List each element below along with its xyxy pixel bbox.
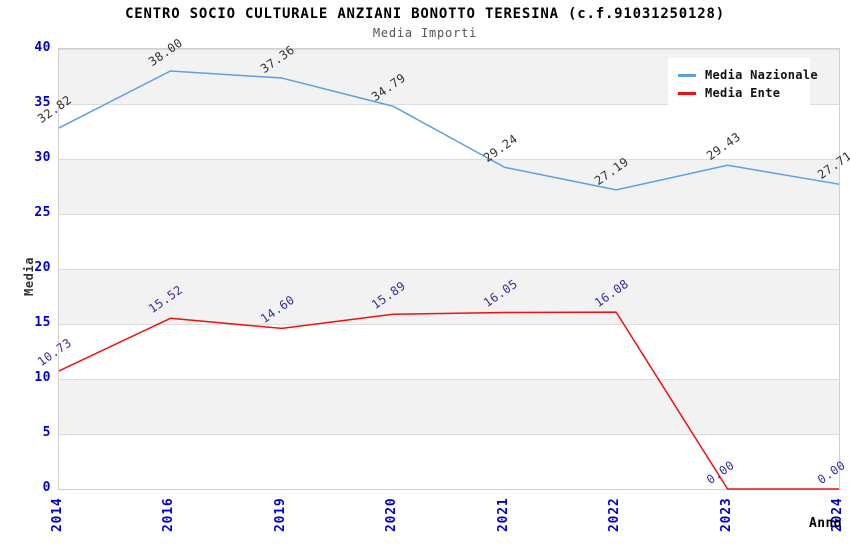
line-series-svg (58, 70, 840, 490)
legend-label: Media Ente (705, 86, 781, 100)
legend-label: Media Nazionale (705, 68, 818, 82)
y-tick-label: 10 (34, 370, 51, 385)
y-tick-label: 15 (34, 315, 51, 330)
y-tick-label: 0 (42, 480, 51, 495)
legend-line-swatch (678, 91, 696, 95)
legend-entry: Media Nazionale (678, 67, 818, 83)
x-tick-label: 2022 (607, 497, 623, 532)
series-line-media-nazionale (58, 70, 840, 191)
chart-subtitle: Media Importi (372, 26, 478, 40)
x-axis-title: Anno (809, 516, 842, 531)
y-tick-label: 25 (34, 205, 51, 220)
legend-line-swatch (678, 73, 696, 77)
series-line-media-ente (58, 311, 839, 490)
x-tick-label: 2020 (384, 497, 400, 532)
y-tick-label: 20 (34, 260, 51, 275)
chart-title: CENTRO SOCIO CULTURALE ANZIANI BONOTTO T… (125, 6, 725, 22)
y-tick-label: 5 (42, 425, 51, 440)
x-tick-label: 2014 (50, 497, 65, 532)
y-tick-label: 30 (34, 150, 51, 165)
x-tick-label: 2016 (161, 497, 177, 532)
y-tick-label: 40 (34, 40, 51, 55)
plot-area: 32.82 38.00 37.36 34.79 29.24 27.19 29.43 27.71… (35, 36, 850, 490)
legend: Media Nazionale Media Ente (668, 58, 818, 110)
legend-entry: Media Ente (678, 85, 800, 101)
y-tick-label: 35 (34, 95, 51, 110)
x-tick-label: 2021 (495, 497, 511, 532)
x-tick-label: 2019 (272, 497, 288, 532)
x-tick-label: 2023 (718, 497, 734, 532)
